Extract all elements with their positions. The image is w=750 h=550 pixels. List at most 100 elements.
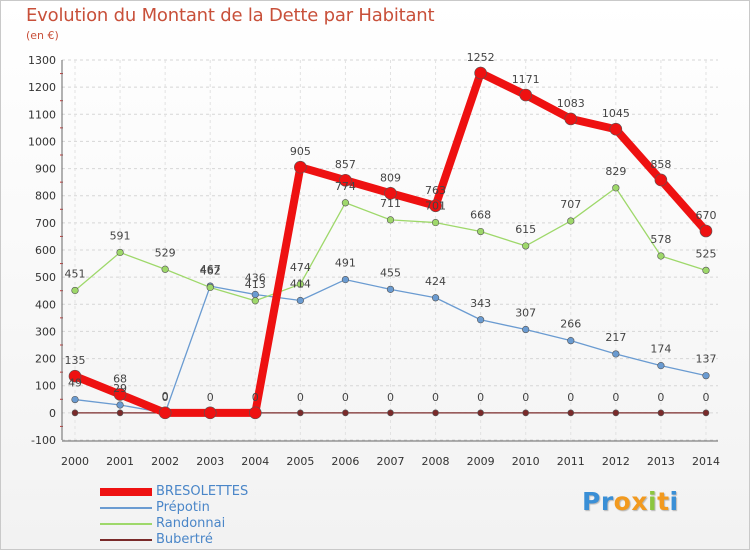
x-tick-label: 2008	[422, 455, 450, 468]
data-point-randonnai	[702, 266, 710, 274]
data-point-prpotin	[702, 372, 710, 380]
data-point-bresolettes	[158, 406, 172, 420]
data-point-bresolettes	[113, 388, 127, 401]
legend-label-bubertre: Bubertré	[156, 532, 213, 547]
data-label-randonnai: 474	[290, 261, 311, 274]
y-tick-label: 1300	[28, 54, 56, 67]
data-label-prpotin: 414	[290, 277, 311, 290]
legend-swatch-bresolettes	[100, 488, 152, 496]
data-label-bubertr: 0	[387, 391, 394, 404]
data-label-prpotin: 491	[335, 257, 356, 270]
data-point-prpotin	[431, 294, 440, 302]
logo-letter: x	[631, 487, 648, 516]
x-tick-label: 2014	[692, 455, 720, 468]
y-tick-label: 500	[35, 271, 56, 284]
legend-label-bresolettes: BRESOLETTES	[156, 484, 249, 499]
data-label-prpotin: 307	[515, 307, 536, 320]
data-label-bresolettes: 1083	[557, 97, 585, 110]
data-label-randonnai: 413	[245, 278, 266, 291]
data-label-prpotin: 217	[605, 331, 626, 344]
x-tick-label: 2000	[61, 455, 89, 468]
data-point-bubertr	[477, 409, 484, 417]
data-label-prpotin: 29	[113, 382, 127, 395]
y-tick-label: 900	[35, 163, 56, 176]
data-label-randonnai: 529	[155, 246, 176, 259]
chart-subtitle: (en €)	[26, 29, 59, 42]
data-point-randonnai	[251, 297, 259, 305]
data-label-bresolettes: 1045	[602, 107, 630, 120]
data-label-prpotin: 266	[560, 318, 581, 331]
data-label-randonnai: 525	[695, 247, 716, 260]
y-tick-label: 1100	[28, 108, 56, 121]
data-point-bubertr	[702, 409, 710, 417]
data-label-randonnai: 451	[65, 267, 86, 280]
legend-swatch-randonnai	[100, 523, 152, 525]
x-tick-label: 2007	[376, 455, 404, 468]
x-tick-label: 2012	[602, 455, 630, 468]
data-label-bresolettes: 0	[207, 391, 214, 404]
data-point-prpotin	[116, 401, 124, 409]
data-point-bresolettes	[384, 186, 397, 200]
data-label-randonnai: 462	[200, 264, 221, 277]
data-label-bresolettes: 857	[335, 158, 356, 171]
data-point-randonnai	[206, 283, 214, 292]
x-tick-label: 2002	[151, 455, 179, 468]
data-label-randonnai: 829	[605, 165, 626, 178]
logo-letter: i	[648, 487, 658, 516]
data-label-bresolettes: 135	[65, 354, 86, 367]
data-point-randonnai	[116, 248, 124, 257]
data-point-randonnai	[296, 280, 304, 288]
data-point-bubertr	[657, 409, 665, 417]
x-tick-label: 2013	[647, 455, 675, 468]
data-point-randonnai	[477, 227, 485, 236]
data-point-prpotin	[386, 285, 395, 293]
y-tick-label: 800	[35, 190, 56, 203]
data-point-prpotin	[251, 290, 259, 299]
y-tick-label: 1000	[28, 135, 56, 148]
y-tick-label: 400	[35, 298, 56, 311]
data-label-bubertr: 0	[432, 391, 439, 404]
data-point-randonnai	[657, 252, 665, 260]
data-label-randonnai: 711	[380, 197, 401, 210]
data-point-bresolettes	[339, 173, 352, 187]
data-point-bresolettes	[294, 160, 307, 174]
x-tick-label: 2005	[286, 455, 314, 468]
y-tick-label: 200	[35, 353, 56, 366]
data-label-randonnai: 707	[560, 198, 581, 211]
logo-letter: r	[600, 487, 614, 516]
x-tick-label: 2009	[467, 455, 495, 468]
data-label-randonnai: 701	[425, 200, 446, 213]
y-tick-label: 1200	[28, 81, 56, 94]
data-point-bresolettes	[564, 112, 578, 126]
legend-swatch-prepotin	[100, 507, 152, 509]
data-label-bubertr: 0	[522, 391, 529, 404]
data-label-bubertr: 0	[567, 391, 574, 404]
x-tick-label: 2001	[106, 455, 134, 468]
data-label-prpotin: 436	[245, 272, 266, 285]
logo-letter: o	[613, 487, 632, 516]
proxiti-logo: Proxiti	[582, 487, 679, 516]
legend-label-randonnai: Randonnai	[156, 516, 226, 531]
data-point-randonnai	[522, 242, 530, 250]
data-label-bubertr: 0	[612, 391, 619, 404]
data-label-prpotin: 0	[162, 390, 169, 403]
data-point-bresolettes	[519, 88, 533, 102]
data-point-bresolettes	[474, 66, 487, 80]
y-tick-label: 100	[35, 380, 56, 393]
y-tick-label: 0	[49, 407, 56, 420]
data-point-bresolettes	[699, 224, 713, 238]
data-label-bubertr: 0	[297, 391, 304, 404]
data-point-bubertr	[116, 409, 124, 417]
data-label-bubertr: 0	[657, 391, 664, 404]
data-point-randonnai	[71, 286, 79, 295]
data-label-prpotin: 343	[470, 297, 491, 310]
x-tick-label: 2010	[512, 455, 540, 468]
y-tick-label: -100	[31, 434, 56, 447]
x-tick-label: 2006	[331, 455, 359, 468]
data-label-bresolettes: 763	[425, 184, 446, 197]
y-tick-label: 600	[35, 244, 56, 257]
data-label-prpotin: 49	[68, 377, 82, 390]
data-label-bresolettes: 670	[695, 209, 716, 222]
data-label-randonnai: 668	[470, 209, 491, 222]
